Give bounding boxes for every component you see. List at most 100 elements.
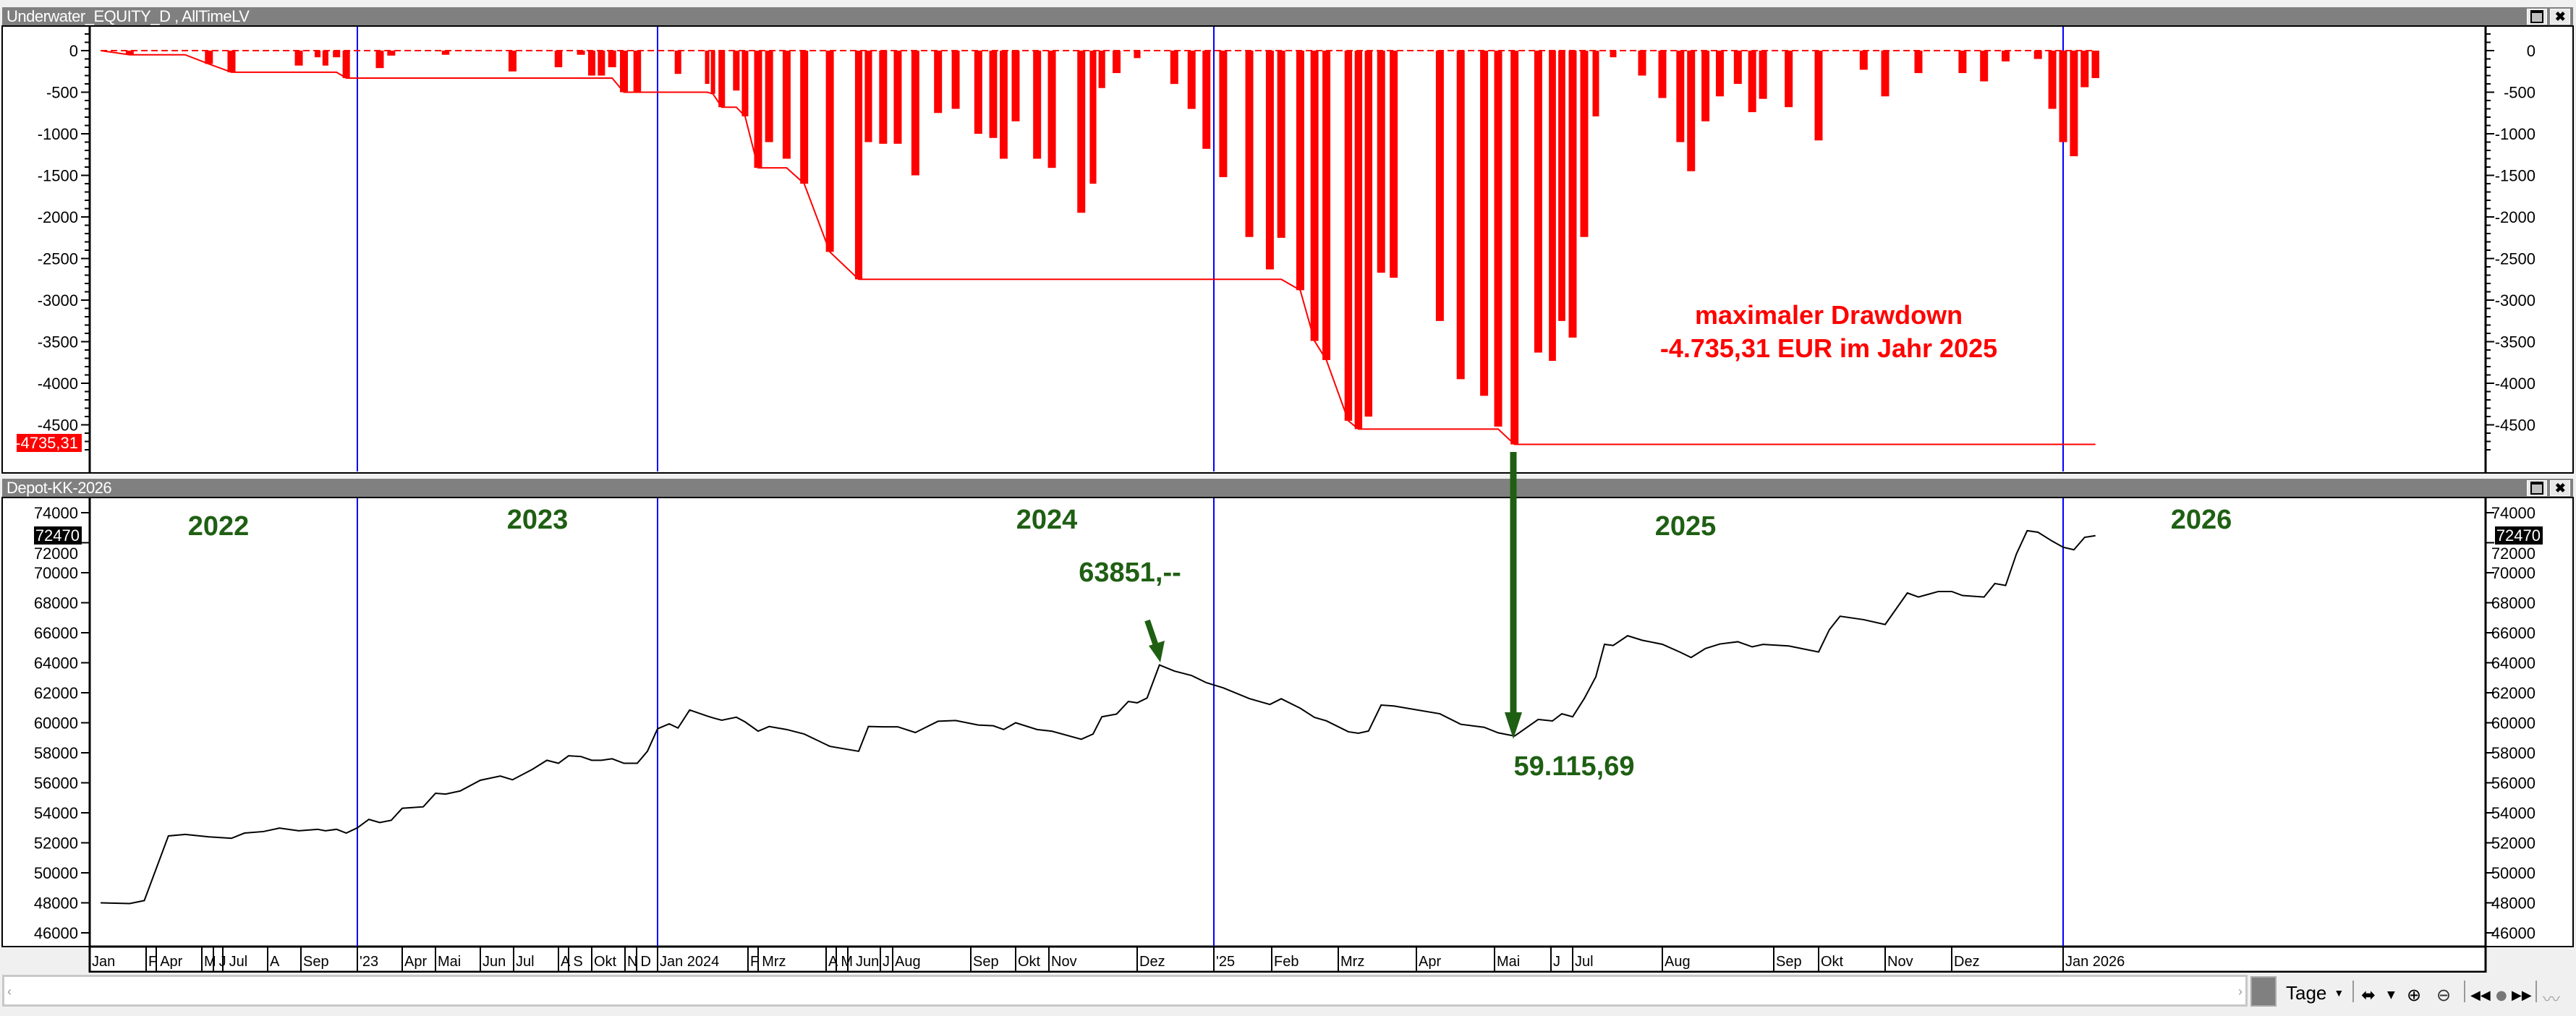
drawdown-bar [2091, 51, 2099, 78]
y-axis-label-left: 62000 [34, 684, 78, 702]
peak-annotation: 63851,-- [1079, 558, 1181, 588]
x-axis-label: Aug [1665, 954, 1691, 970]
drawdown-bar [1245, 51, 1254, 237]
drawdown-bar [205, 51, 213, 64]
y-axis-label-left: -1000 [38, 125, 78, 143]
chevron-down-icon[interactable]: ▼ [2387, 989, 2395, 1001]
rewind-icon[interactable]: ◀◀ [2470, 988, 2491, 1003]
scroll-right-arrow-icon[interactable]: › [2238, 984, 2243, 999]
drawdown-bar [1914, 51, 1923, 74]
fast-forward-icon[interactable]: ▶▶ [2512, 988, 2532, 1003]
scroll-left-arrow-icon[interactable]: ‹ [7, 984, 12, 999]
drawdown-bar [2059, 51, 2067, 142]
x-axis-label: Jun [483, 954, 506, 970]
x-axis-label: Sep [973, 954, 999, 970]
period-select[interactable]: Tage ▼ [2286, 981, 2344, 1005]
restore-icon [2530, 482, 2543, 495]
y-axis-label-right: 66000 [2491, 624, 2535, 642]
x-axis-label: Dez [1139, 954, 1165, 970]
drawdown-bar [718, 51, 726, 108]
close-button[interactable]: ✖ [2550, 9, 2570, 25]
drawdown-bar [1494, 51, 1502, 427]
x-axis-label: Dez [1954, 954, 1980, 970]
drawdown-value-badge [17, 434, 82, 452]
drawdown-bar [1881, 51, 1890, 97]
y-axis-label-right: -1000 [2495, 125, 2535, 143]
y-axis-label-left: 50000 [34, 864, 78, 882]
y-axis-label-right: -2000 [2495, 208, 2535, 226]
chevron-down-icon: ▼ [2334, 987, 2345, 999]
top-panel-title: Underwater_EQUITY_D , AllTimeLV [7, 7, 250, 25]
x-axis-label: Mai [1497, 954, 1520, 970]
drawdown-bar [1859, 51, 1868, 70]
drawdown-bar [1549, 51, 1556, 362]
y-axis-label-left: -2000 [38, 208, 78, 226]
scrollbar-thumb[interactable] [2250, 976, 2277, 1007]
x-axis-label: Jan 2024 [660, 954, 719, 970]
drawdown-bar [620, 51, 629, 93]
year-label-2022: 2022 [188, 511, 250, 542]
drawdown-bar [1089, 51, 1097, 184]
y-axis-label-right: -1500 [2495, 167, 2535, 185]
x-axis-label: Mai [438, 954, 461, 970]
y-axis-label-left: -4000 [38, 375, 78, 393]
drawdown-bar [1113, 51, 1121, 74]
restore-button[interactable] [2527, 9, 2547, 25]
zoom-out-icon[interactable]: ⊖ [2436, 985, 2452, 1005]
bottom-panel-title: Depot-KK-2026 [7, 479, 112, 497]
close-icon: ✖ [2554, 9, 2566, 24]
drawdown-bar [294, 51, 303, 66]
bottom-panel-background [2, 498, 2573, 947]
drawdown-bar [333, 51, 341, 58]
drawdown-bar [1170, 51, 1178, 85]
dot-icon[interactable]: ● [2496, 988, 2507, 1003]
y-axis-label-right: -3000 [2495, 291, 2535, 310]
y-axis-label-right: 60000 [2491, 714, 2535, 733]
y-axis-label-right: 56000 [2491, 774, 2535, 793]
x-axis-label: Sep [303, 954, 329, 970]
drawdown-bar [1480, 51, 1489, 396]
chart-line-icon[interactable]: 〰 [2543, 989, 2560, 1009]
x-axis-label: Nov [1051, 954, 1077, 970]
drawdown-bar [741, 51, 749, 116]
x-axis-label: F [750, 954, 759, 970]
peak-arrow-shaft [1144, 619, 1159, 647]
trough-annotation: 59.115,69 [1514, 751, 1635, 782]
drawdown-bar [1435, 51, 1444, 321]
x-axis-label: Mrz [1340, 954, 1364, 970]
y-axis-label-right: 62000 [2491, 684, 2535, 702]
y-axis-label-right: -4000 [2495, 375, 2535, 393]
horizontal-resize-icon[interactable]: ⬌ [2361, 985, 2376, 1005]
underwater-chart: 0 0 -500 -500 -1000 -1000 -1500 -1500 -2000 -2000… [38, 27, 2535, 471]
drawdown-bar [554, 51, 563, 67]
max-drawdown-annotation-line2: -4.735,31 EUR im Jahr 2025 [1660, 333, 1997, 363]
restore-button[interactable] [2527, 480, 2547, 496]
drawdown-bar [633, 51, 642, 93]
close-button[interactable]: ✖ [2550, 480, 2570, 496]
top-panel-titlebar: Underwater_EQUITY_D , AllTimeLV ✖ [2, 7, 2573, 26]
drawdown-bar [1187, 51, 1196, 109]
x-axis-label: Jul [516, 954, 535, 970]
zoom-in-icon[interactable]: ⊕ [2407, 985, 2422, 1005]
drawdown-bar [1748, 51, 1756, 113]
horizontal-scrollbar[interactable]: ‹ › [2, 975, 2248, 1007]
x-axis-label: Nov [1887, 954, 1913, 970]
drawdown-bar [1534, 51, 1542, 353]
drawdown-bar [974, 51, 982, 134]
drawdown-bar [710, 51, 715, 94]
drawdown-bar [322, 51, 328, 66]
drawdown-bar [854, 51, 863, 280]
drawdown-bar [1134, 51, 1141, 59]
y-axis-label-left: -2500 [38, 250, 78, 268]
drawdown-bar [314, 51, 321, 58]
x-axis-label: '23 [360, 954, 378, 970]
drawdown-bar [1456, 51, 1465, 380]
drawdown-bar [911, 51, 919, 176]
drawdown-bar [1265, 51, 1274, 270]
drawdown-bar [825, 51, 834, 252]
drawdown-bar [342, 51, 350, 78]
x-axis-label: J [883, 954, 890, 970]
drawdown-bar [598, 51, 605, 76]
drawdown-bar [2033, 51, 2042, 59]
drawdown-bar [125, 51, 134, 55]
